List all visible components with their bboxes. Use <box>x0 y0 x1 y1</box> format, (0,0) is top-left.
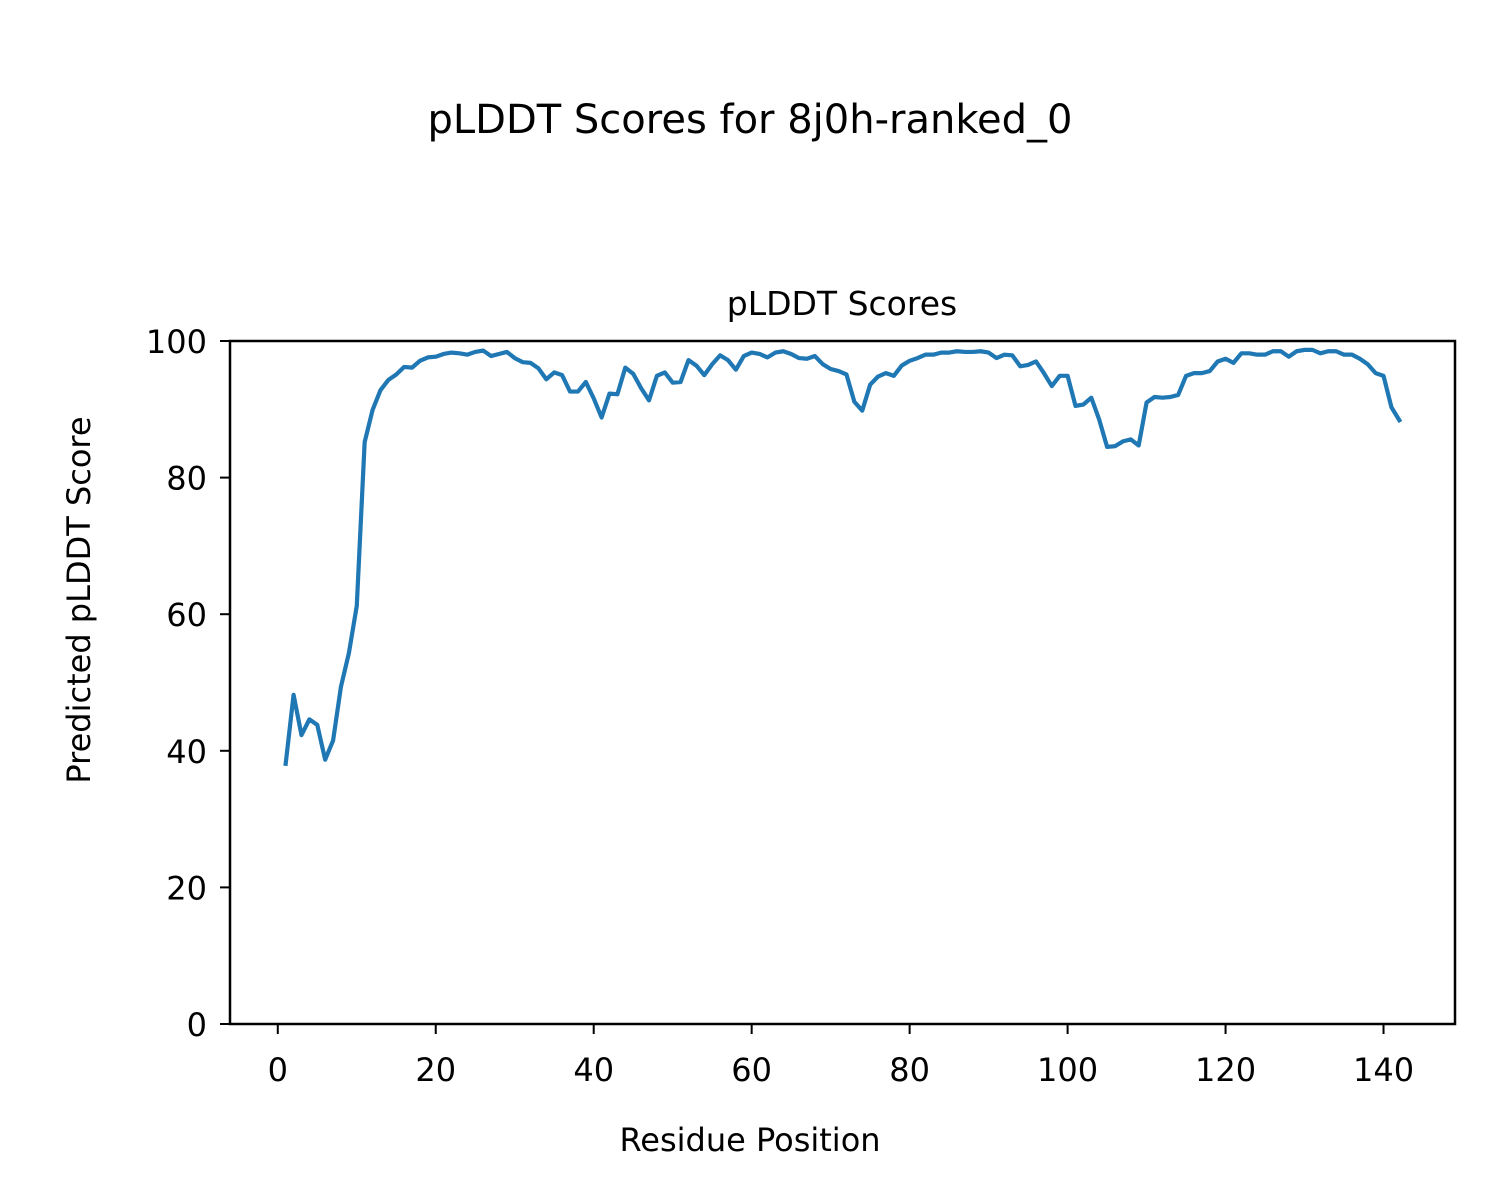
axes-title: pLDDT Scores <box>727 284 957 323</box>
x-tick-label: 100 <box>1037 1051 1098 1089</box>
y-tick-label: 40 <box>166 733 207 771</box>
y-axis: 0 20 40 60 80 100 <box>146 323 230 1044</box>
x-tick-label: 60 <box>731 1051 772 1089</box>
x-axis: 0 20 40 60 80 100 120 140 <box>268 1024 1414 1089</box>
x-tick-label: 40 <box>573 1051 614 1089</box>
figure-suptitle: pLDDT Scores for 8j0h-ranked_0 <box>427 97 1072 143</box>
y-tick-label: 0 <box>187 1006 207 1044</box>
y-tick-label: 20 <box>166 869 207 907</box>
x-tick-label: 0 <box>268 1051 288 1089</box>
x-tick-label: 120 <box>1195 1051 1256 1089</box>
series-line-0 <box>283 347 1403 767</box>
axes-frame <box>228 339 1457 1026</box>
x-axis-label: Residue Position <box>619 1121 880 1159</box>
x-tick-label: 80 <box>889 1051 930 1089</box>
y-axis-label: Predicted pLDDT Score <box>60 416 98 783</box>
plot-area <box>283 347 1403 767</box>
x-tick-label: 140 <box>1353 1051 1414 1089</box>
y-tick-label: 80 <box>166 460 207 498</box>
y-tick-label: 60 <box>166 596 207 634</box>
y-tick-label: 100 <box>146 323 207 361</box>
x-tick-label: 20 <box>415 1051 456 1089</box>
